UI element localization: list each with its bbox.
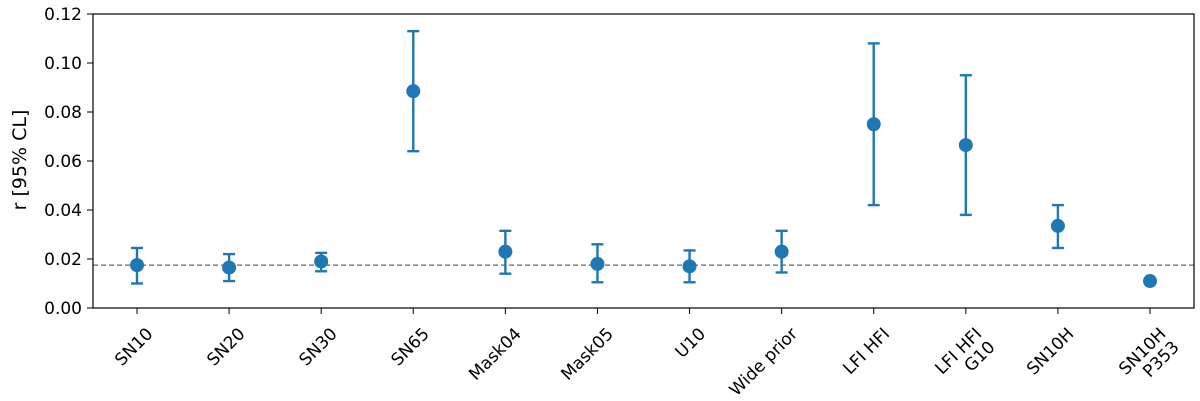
x-tick-label: SN10 bbox=[111, 324, 157, 370]
x-tick-label: LFI HFI bbox=[839, 324, 894, 379]
x-tick-label: Wide prior bbox=[726, 324, 802, 400]
x-tick-label: LFI HFIG10 bbox=[932, 324, 1000, 392]
data-point bbox=[1050, 218, 1065, 233]
data-point bbox=[866, 117, 881, 132]
y-tick-label: 0.08 bbox=[44, 103, 82, 123]
y-axis-label: r [95% CL] bbox=[9, 110, 31, 211]
data-point bbox=[498, 244, 513, 259]
data-point bbox=[958, 138, 973, 153]
x-tick-label: SN20 bbox=[203, 324, 249, 370]
y-tick-label: 0.12 bbox=[44, 5, 82, 25]
y-tick-label: 0.04 bbox=[44, 201, 82, 221]
data-point bbox=[314, 254, 329, 269]
x-tick-label: SN10H bbox=[1023, 324, 1078, 379]
x-tick-label: SN65 bbox=[388, 324, 434, 370]
y-tick-label: 0.00 bbox=[44, 299, 82, 319]
x-tick-label: Mask04 bbox=[465, 324, 525, 384]
x-tick-label: SN30 bbox=[295, 324, 341, 370]
x-tick-label: Mask05 bbox=[557, 324, 617, 384]
data-point bbox=[590, 256, 605, 271]
data-point bbox=[406, 84, 421, 99]
x-tick-label: SN10HP353 bbox=[1115, 324, 1183, 392]
data-point bbox=[222, 260, 237, 275]
data-point bbox=[130, 258, 144, 273]
y-tick-label: 0.06 bbox=[44, 152, 82, 172]
data-point bbox=[1143, 274, 1157, 289]
data-point bbox=[682, 259, 697, 274]
y-tick-label: 0.10 bbox=[44, 54, 82, 74]
x-tick-label: U10 bbox=[672, 324, 710, 362]
data-point bbox=[774, 244, 789, 259]
plot-frame bbox=[92, 13, 1195, 309]
y-tick-label: 0.02 bbox=[44, 250, 82, 270]
